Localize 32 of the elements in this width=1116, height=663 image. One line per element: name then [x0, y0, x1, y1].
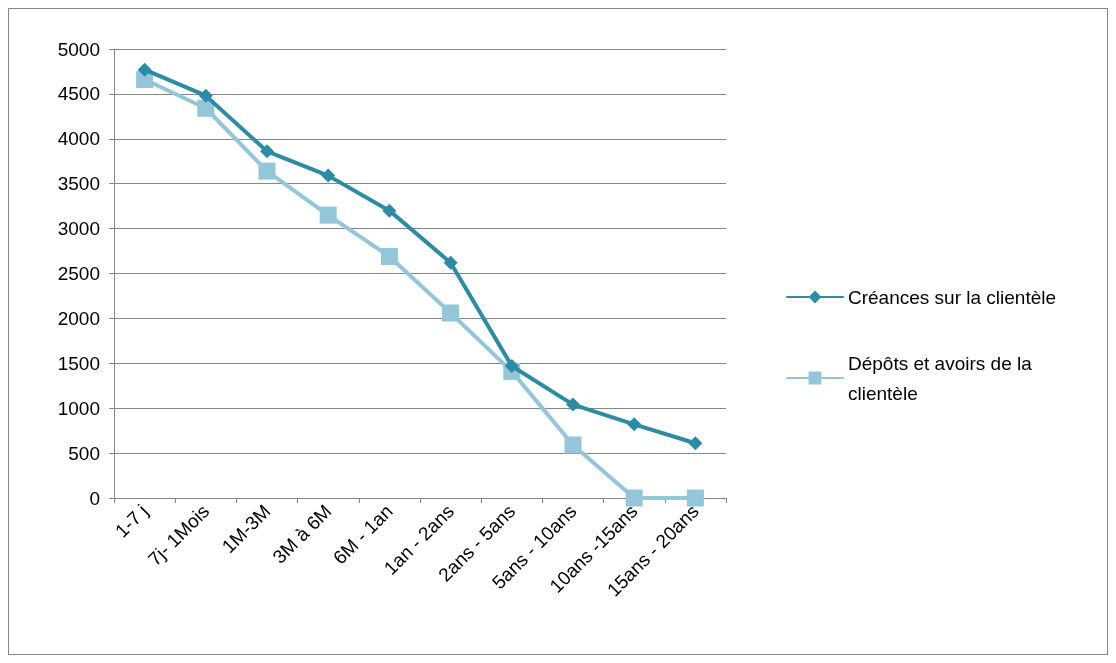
- y-tick-label: 5000: [57, 38, 100, 60]
- y-tick-label: 1000: [57, 397, 100, 419]
- point: [198, 88, 213, 103]
- point: [627, 417, 642, 432]
- point: [197, 99, 215, 117]
- y-tick-label: 0: [89, 487, 100, 509]
- point: [380, 247, 398, 265]
- point: [686, 489, 704, 507]
- y-tick-label: 4500: [57, 83, 100, 105]
- y-tick-label: 500: [68, 442, 100, 464]
- point: [566, 397, 580, 412]
- point: [321, 168, 336, 183]
- y-tick-label: 3000: [57, 218, 100, 240]
- y-tick-label: 2500: [57, 263, 100, 284]
- point: [258, 162, 276, 180]
- point: [382, 203, 397, 218]
- point: [625, 489, 643, 507]
- point: [688, 436, 703, 451]
- x-tick-label: 1-7 j: [111, 500, 153, 542]
- y-tick-label: 2000: [57, 307, 100, 329]
- point: [564, 436, 582, 454]
- point: [260, 144, 274, 159]
- point: [319, 206, 337, 224]
- y-tick-label: 1500: [57, 352, 100, 374]
- point: [504, 358, 519, 373]
- y-tick-label: 4000: [57, 128, 100, 150]
- point: [443, 255, 458, 270]
- legend-label: Dépôts et avoirs de la clientèle: [848, 352, 1038, 404]
- point: [442, 304, 460, 322]
- legend-label: Créances sur la clientèle: [848, 286, 1057, 308]
- point: [137, 62, 152, 77]
- y-tick-label: 3500: [57, 173, 100, 195]
